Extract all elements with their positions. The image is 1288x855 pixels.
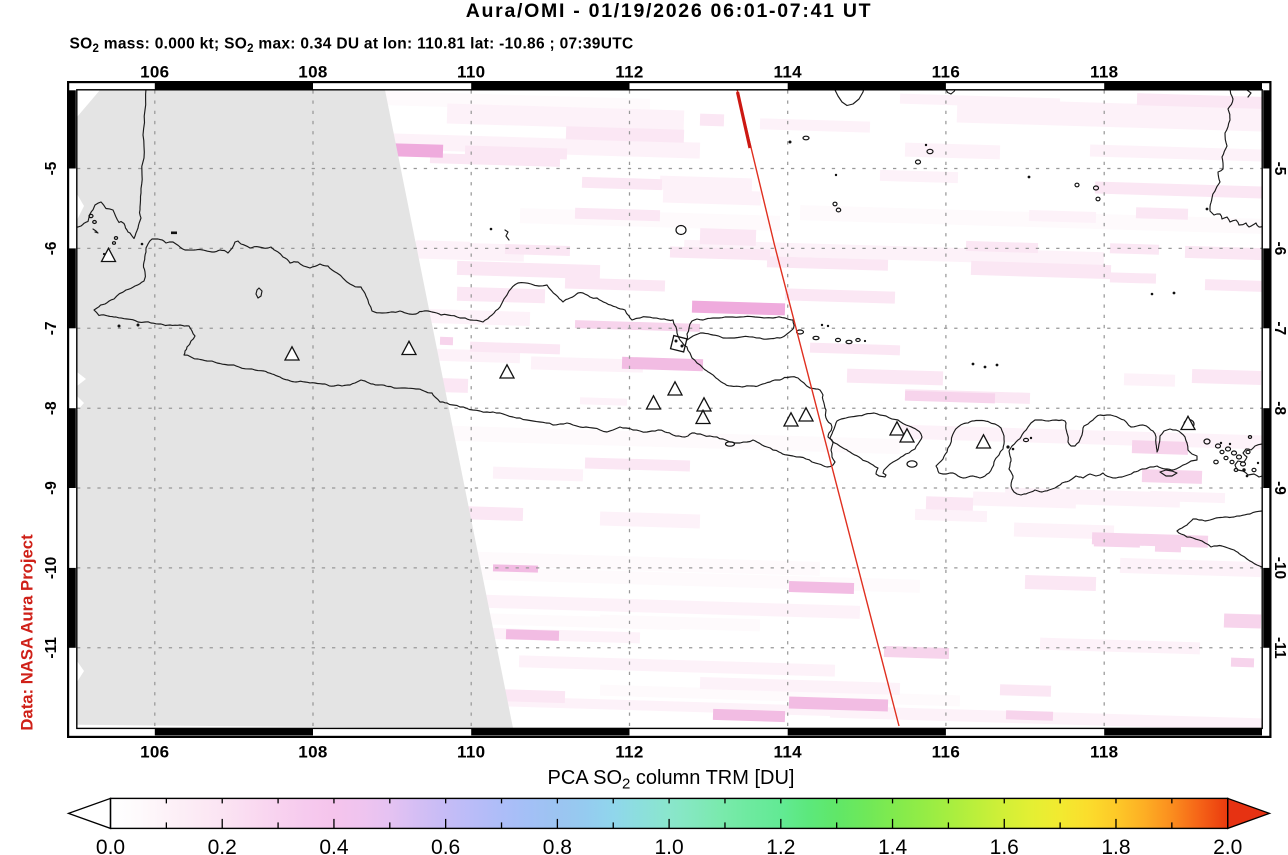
svg-text:-10: -10 [1271, 557, 1288, 579]
svg-text:-5: -5 [43, 161, 60, 175]
svg-text:108: 108 [298, 743, 327, 762]
svg-text:-7: -7 [43, 321, 60, 335]
svg-text:-11: -11 [1271, 637, 1288, 659]
svg-text:1.0: 1.0 [654, 836, 683, 855]
svg-text:114: 114 [773, 743, 802, 762]
svg-text:0.4: 0.4 [319, 836, 349, 855]
svg-text:SO2 mass: 0.000 kt; SO2 max: 0: SO2 mass: 0.000 kt; SO2 max: 0.34 DU at … [70, 36, 634, 55]
svg-text:112: 112 [615, 743, 643, 762]
svg-text:1.4: 1.4 [878, 836, 908, 855]
svg-text:116: 116 [932, 63, 960, 82]
svg-text:118: 118 [1090, 743, 1118, 762]
svg-text:110: 110 [457, 63, 485, 82]
svg-text:-8: -8 [1271, 401, 1288, 415]
svg-text:2.0: 2.0 [1213, 836, 1242, 855]
svg-text:-6: -6 [43, 241, 60, 255]
svg-text:-11: -11 [43, 637, 60, 659]
svg-text:-5: -5 [1271, 162, 1288, 176]
svg-text:Aura/OMI - 01/19/2026 06:01-07: Aura/OMI - 01/19/2026 06:01-07:41 UT [466, 0, 873, 22]
svg-text:114: 114 [773, 63, 802, 82]
svg-text:0.8: 0.8 [543, 836, 572, 855]
svg-text:0.2: 0.2 [208, 836, 237, 855]
svg-text:PCA SO2 column TRM [DU]: PCA SO2 column TRM [DU] [548, 767, 795, 793]
svg-text:116: 116 [932, 743, 960, 762]
svg-text:106: 106 [140, 63, 169, 82]
svg-text:-9: -9 [1271, 481, 1288, 495]
svg-text:0.6: 0.6 [431, 836, 460, 855]
svg-text:-9: -9 [43, 481, 60, 495]
svg-text:110: 110 [457, 743, 485, 762]
svg-text:112: 112 [615, 63, 643, 82]
svg-text:-10: -10 [43, 557, 60, 579]
svg-text:1.2: 1.2 [766, 836, 795, 855]
svg-text:1.8: 1.8 [1101, 836, 1130, 855]
svg-text:1.6: 1.6 [990, 836, 1019, 855]
svg-text:-6: -6 [1271, 242, 1288, 256]
svg-text:Data: NASA Aura Project: Data: NASA Aura Project [18, 534, 37, 731]
svg-text:0.0: 0.0 [96, 836, 125, 855]
svg-text:108: 108 [298, 63, 327, 82]
svg-text:106: 106 [140, 743, 169, 762]
svg-text:-7: -7 [1271, 321, 1288, 335]
svg-text:118: 118 [1090, 63, 1118, 82]
svg-text:-8: -8 [43, 401, 60, 415]
